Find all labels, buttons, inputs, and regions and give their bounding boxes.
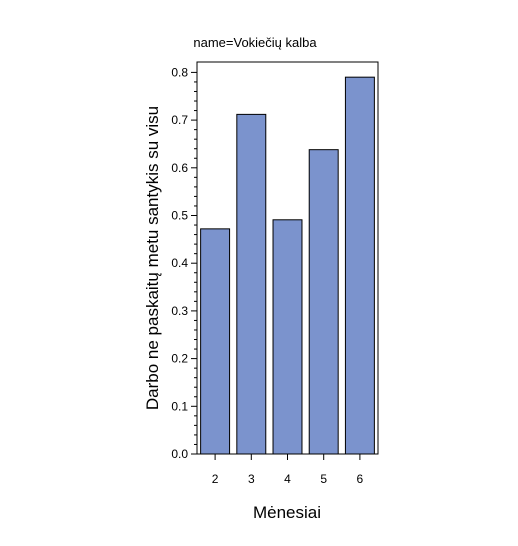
bar-3 [236, 113, 267, 455]
x-tick-label: 2 [212, 472, 219, 486]
x-tick-label: 5 [320, 472, 327, 486]
bar-6 [344, 76, 375, 455]
bar-4 [272, 219, 303, 455]
x-tick-label: 4 [284, 472, 291, 486]
y-tick-label: 0.5 [171, 209, 188, 223]
bar-2 [200, 228, 231, 455]
y-tick-label: 0.7 [171, 113, 188, 127]
x-tick-label: 3 [248, 472, 255, 486]
y-tick-label: 0.8 [171, 65, 188, 79]
x-axis-label: Mėnesiai [253, 503, 321, 522]
x-axis: 2 3 4 5 6 [212, 454, 364, 486]
bars [200, 76, 375, 455]
y-tick-label: 0.3 [171, 304, 188, 318]
y-tick-label: 0.1 [171, 399, 188, 413]
y-axis: 0.0 0.1 0.2 0.3 0.4 0.5 0.6 0.7 0.8 [171, 65, 197, 461]
y-tick-label: 0.6 [171, 161, 188, 175]
y-tick-label: 0.4 [171, 256, 188, 270]
y-axis-label: Darbo ne paskaitų metu santykis su visu [143, 106, 162, 410]
panel-title: name=Vokiečių kalba [193, 35, 317, 50]
bar-5 [308, 149, 339, 455]
y-tick-label: 0.0 [171, 447, 188, 461]
y-tick-label: 0.2 [171, 352, 188, 366]
x-tick-label: 6 [357, 472, 364, 486]
